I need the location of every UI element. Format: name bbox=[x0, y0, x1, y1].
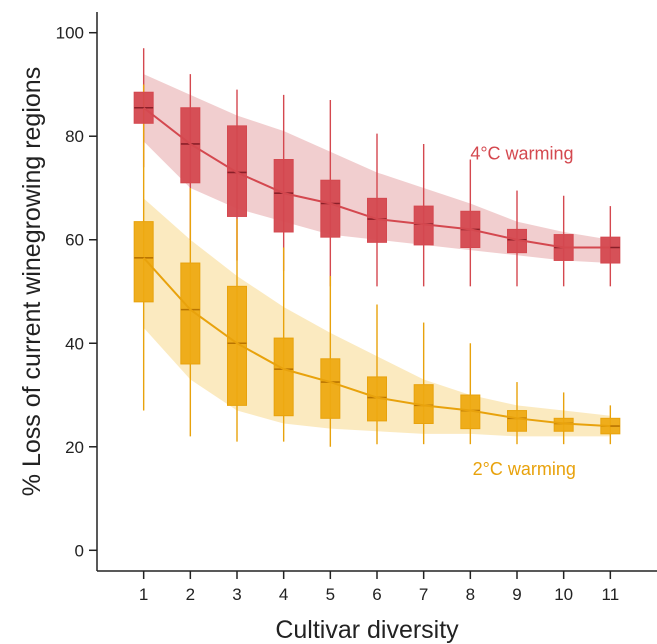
y-axis-title: % Loss of current winegrowing regions bbox=[18, 67, 46, 496]
y-tick-label: 20 bbox=[65, 438, 84, 457]
x-tick-label: 11 bbox=[602, 585, 620, 604]
trend-line-2c bbox=[142, 257, 611, 428]
bands-layer bbox=[143, 74, 611, 437]
y-tick-label: 0 bbox=[75, 541, 84, 560]
box-2c bbox=[133, 221, 154, 303]
box-2c bbox=[180, 262, 201, 365]
x-tick-label: 4 bbox=[279, 585, 288, 604]
box-2c bbox=[507, 410, 527, 432]
x-tick-label: 8 bbox=[466, 585, 475, 604]
x-tick-label: 10 bbox=[554, 585, 573, 604]
x-tick-label: 5 bbox=[326, 585, 335, 604]
series-annotations: 4°C warming 2°C warming bbox=[470, 144, 576, 480]
box-4c bbox=[320, 179, 341, 238]
box-2c bbox=[227, 285, 247, 406]
box-4c bbox=[273, 159, 294, 233]
y-ticks: 0 20 40 60 80 100 bbox=[56, 24, 97, 560]
box-2c bbox=[273, 337, 294, 417]
x-tick-label: 9 bbox=[512, 585, 521, 604]
x-axis-title: Cultivar diversity bbox=[275, 616, 459, 644]
x-tick-label: 7 bbox=[419, 585, 428, 604]
x-tick-label: 6 bbox=[372, 585, 381, 604]
axes: 0 20 40 60 80 100 1 2 3 4 5 6 7 8 9 10 11 bbox=[56, 12, 657, 604]
y-tick-label: 60 bbox=[65, 231, 84, 250]
y-tick-label: 100 bbox=[56, 24, 84, 43]
box-2c bbox=[320, 358, 341, 419]
x-tick-label: 2 bbox=[186, 585, 195, 604]
y-tick-label: 80 bbox=[65, 127, 84, 146]
trend-lines-layer bbox=[142, 106, 611, 428]
series-label-4c: 4°C warming bbox=[470, 144, 573, 164]
x-tick-label: 3 bbox=[232, 585, 241, 604]
band-4c bbox=[143, 74, 611, 264]
x-tick-label: 1 bbox=[139, 585, 148, 604]
y-tick-label: 40 bbox=[65, 334, 84, 353]
box-4c bbox=[600, 236, 621, 264]
band-2c bbox=[143, 198, 611, 437]
box-4c bbox=[227, 125, 247, 217]
trend-line-4c bbox=[143, 106, 611, 249]
x-ticks: 1 2 3 4 5 6 7 8 9 10 11 bbox=[139, 571, 619, 604]
box-4c bbox=[180, 107, 201, 184]
series-label-2c: 2°C warming bbox=[473, 459, 576, 479]
